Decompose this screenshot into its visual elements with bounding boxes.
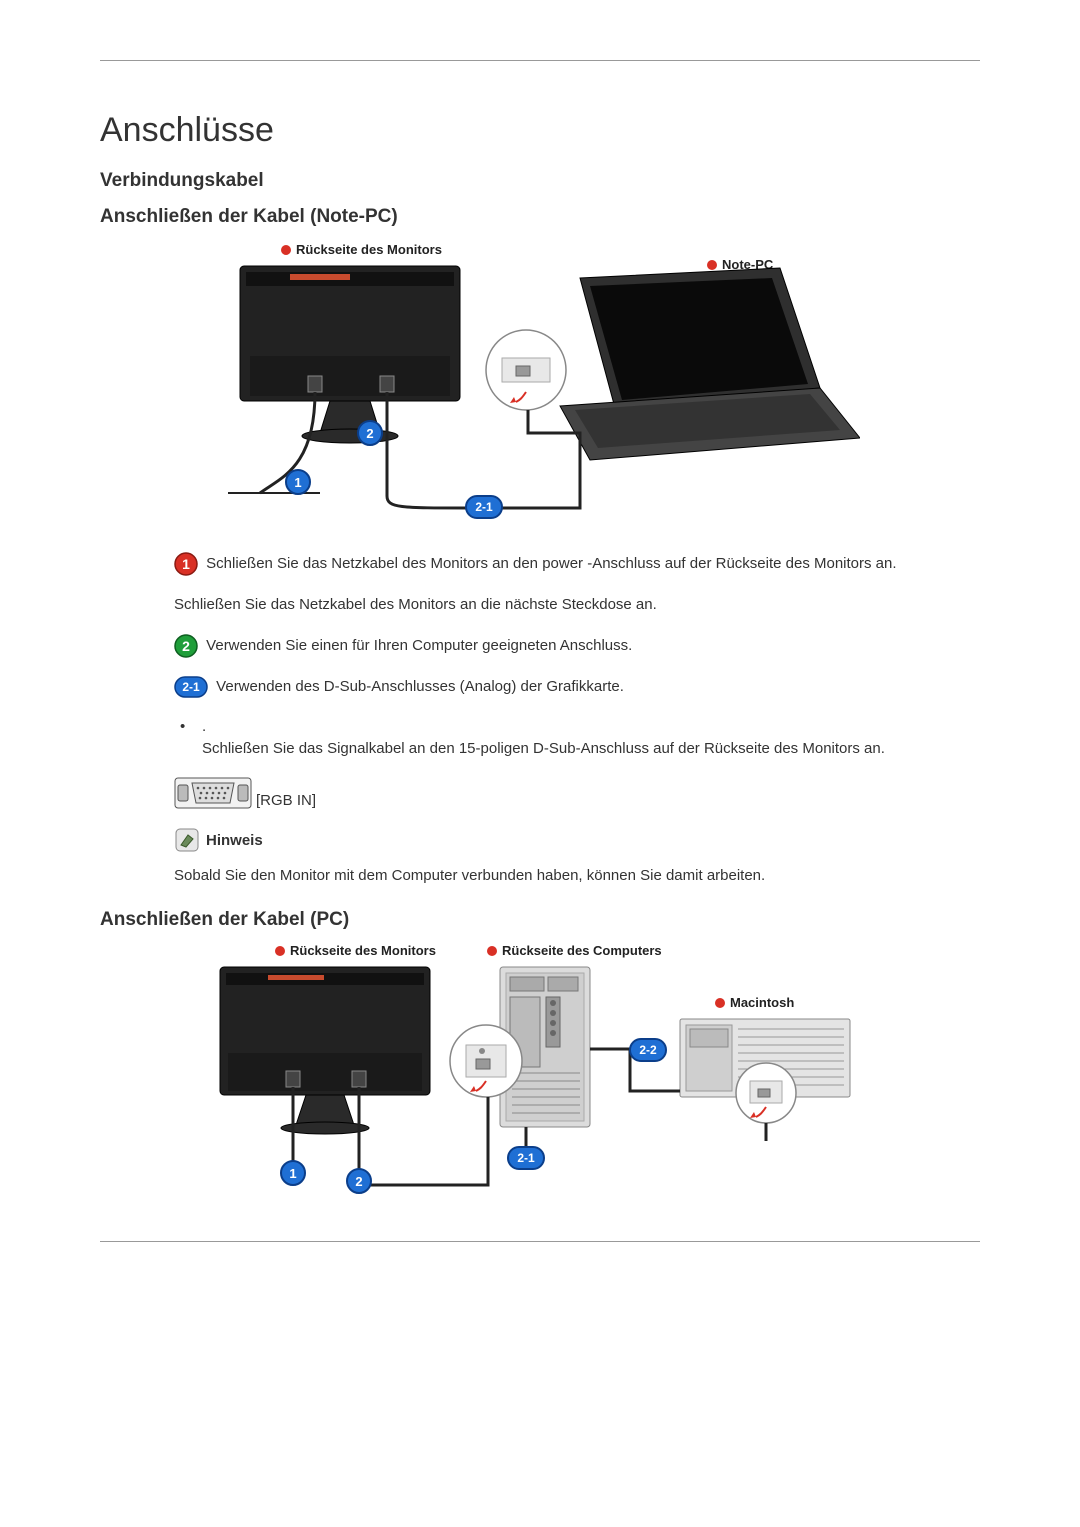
svg-text:2: 2 <box>366 426 373 441</box>
svg-text:Rückseite des Monitors: Rückseite des Monitors <box>296 242 442 257</box>
svg-text:2-1: 2-1 <box>475 500 493 514</box>
svg-text:1: 1 <box>294 475 301 490</box>
step-1-text: Schließen Sie das Netzkabel des Monitors… <box>206 555 896 572</box>
rgb-label: [RGB IN] <box>256 792 316 809</box>
svg-text:1: 1 <box>289 1166 296 1181</box>
rgb-connector-row: [RGB IN] <box>174 777 980 809</box>
diagram-notepc: Rückseite des Monitors Note-PC 2 1 2-1 <box>100 238 980 528</box>
svg-text:Rückseite des Computers: Rückseite des Computers <box>502 943 662 958</box>
step-2: 2 Verwenden Sie einen für Ihren Computer… <box>174 634 980 658</box>
dsub-connector-icon <box>174 777 252 809</box>
step-1b-text: Schließen Sie das Netzkabel des Monitors… <box>174 596 657 613</box>
badge-1-icon: 1 <box>174 552 198 576</box>
svg-text:2: 2 <box>182 638 190 654</box>
section2-title: Anschließen der Kabel (PC) <box>100 909 980 931</box>
svg-text:2-2: 2-2 <box>639 1043 657 1057</box>
step-2-text: Verwenden Sie einen für Ihren Computer g… <box>206 637 632 654</box>
svg-text:2-1: 2-1 <box>182 680 200 694</box>
steps-block: 1 Schließen Sie das Netzkabel des Monito… <box>100 552 980 887</box>
badge-2-icon: 2 <box>174 634 198 658</box>
step-1b: Schließen Sie das Netzkabel des Monitors… <box>174 594 980 616</box>
section-subtitle: Verbindungskabel <box>100 170 980 192</box>
svg-text:2: 2 <box>355 1174 362 1189</box>
svg-text:1: 1 <box>182 556 190 572</box>
hinweis-label: Hinweis <box>206 832 263 849</box>
badge-21-icon: 2-1 <box>174 676 208 698</box>
hinweis-text: Sobald Sie den Monitor mit dem Computer … <box>174 865 980 887</box>
page-title: Anschlüsse <box>100 111 980 150</box>
hinweis-row: Hinweis <box>174 827 980 853</box>
note-icon <box>174 827 200 853</box>
bullet-dsub-text: Schließen Sie das Signalkabel an den 15-… <box>202 740 885 757</box>
step-1: 1 Schließen Sie das Netzkabel des Monito… <box>174 552 980 576</box>
diagram-pc: Rückseite des Monitors Rückseite des Com… <box>100 941 980 1201</box>
bottom-rule <box>100 1241 980 1242</box>
bullet-dsub: . Schließen Sie das Signalkabel an den 1… <box>174 716 980 760</box>
section1-title: Anschließen der Kabel (Note-PC) <box>100 206 980 228</box>
step-21: 2-1 Verwenden des D-Sub-Anschlusses (Ana… <box>174 676 980 698</box>
svg-text:2-1: 2-1 <box>517 1151 535 1165</box>
bullet-dot: . <box>202 718 206 735</box>
svg-text:Macintosh: Macintosh <box>730 995 794 1010</box>
svg-text:Rückseite des Monitors: Rückseite des Monitors <box>290 943 436 958</box>
step-21-text: Verwenden des D-Sub-Anschlusses (Analog)… <box>216 678 624 695</box>
top-rule <box>100 60 980 61</box>
